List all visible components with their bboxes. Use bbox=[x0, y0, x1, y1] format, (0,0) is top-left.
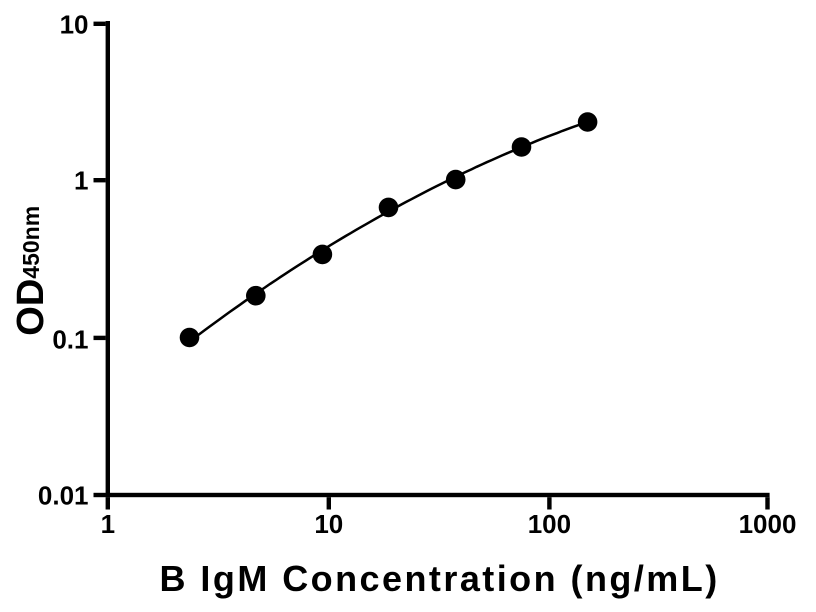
svg-text:0.1: 0.1 bbox=[52, 325, 88, 355]
svg-text:1000: 1000 bbox=[739, 509, 797, 539]
svg-text:10: 10 bbox=[60, 9, 89, 39]
svg-text:10: 10 bbox=[314, 509, 343, 539]
svg-text:B IgM Concentration (ng/mL): B IgM Concentration (ng/mL) bbox=[160, 558, 720, 599]
svg-text:0.01: 0.01 bbox=[38, 481, 89, 511]
svg-text:1: 1 bbox=[74, 166, 88, 196]
svg-text:1: 1 bbox=[101, 509, 115, 539]
svg-text:100: 100 bbox=[528, 509, 571, 539]
